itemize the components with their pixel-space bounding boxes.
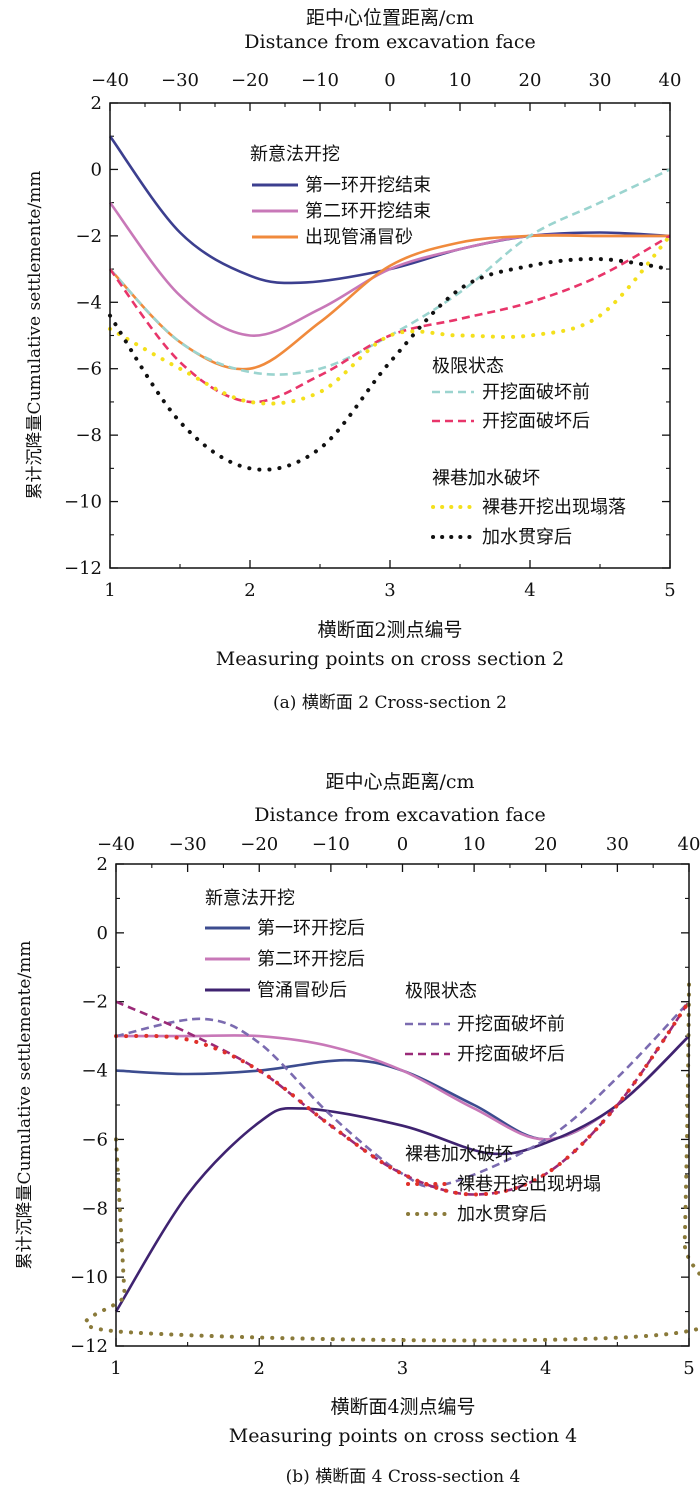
legend-label: 裸巷开挖出现坍塌 — [457, 1174, 601, 1195]
legend-group-title: 裸巷加水破坏 — [405, 1144, 513, 1165]
y-axis-label: 累计沉降量Cumulative settlemente/mm — [25, 171, 45, 500]
y-tick-label: −10 — [70, 1267, 108, 1288]
legend-label: 裸巷开挖出现塌落 — [482, 497, 626, 518]
top-axis-label-en: Distance from excavation face — [254, 804, 545, 826]
x-tick-label: 3 — [397, 1358, 408, 1379]
y-axis-label: 累计沉降量Cumulative settlemente/mm — [15, 941, 35, 1270]
top-axis-label-cn: 距中心位置距离/cm — [306, 7, 474, 29]
x-tick-label: 2 — [254, 1358, 265, 1379]
top-tick-label: 40 — [659, 70, 682, 91]
y-tick-label: −12 — [64, 558, 102, 579]
legend-label: 开挖面破坏前 — [457, 1014, 565, 1035]
legend-group-title: 极限状态 — [432, 356, 504, 377]
y-tick-labels: 2 0 −2 −4 −6 −8 −10 −12 — [64, 93, 102, 579]
top-tick-label: −40 — [91, 70, 129, 91]
caption: (a) 横断面 2 Cross-section 2 — [273, 693, 507, 713]
top-tick-label: 20 — [534, 834, 557, 855]
legend-label: 第一环开挖后 — [257, 918, 365, 939]
x-tick-label: 4 — [524, 580, 535, 601]
series-line-6 — [108, 233, 672, 406]
x-tick-label: 2 — [244, 580, 255, 601]
y-tick-label: −2 — [75, 226, 102, 247]
x-tick-label: 4 — [540, 1358, 551, 1379]
legend-label: 加水贯穿后 — [457, 1204, 547, 1225]
y-tick-label: 2 — [91, 93, 102, 114]
y-tick-label: 0 — [91, 159, 102, 180]
series-line-4 — [115, 1000, 690, 1188]
top-tick-label: 10 — [449, 70, 472, 91]
y-tick-label: −6 — [75, 359, 102, 380]
caption: (b) 横断面 4 Cross-section 4 — [286, 1467, 521, 1487]
top-tick-labels: −40 −30 −20 −10 0 10 20 30 40 — [91, 70, 681, 91]
y-tick-label: −6 — [81, 1129, 108, 1150]
top-axis-label-en: Distance from excavation face — [244, 31, 535, 53]
x-tick-labels: 1 2 3 4 5 — [110, 1358, 694, 1379]
y-tick-labels: 2 0 −2 −4 −6 −8 −10 −12 — [70, 854, 108, 1357]
x-tick-label: 3 — [384, 580, 395, 601]
top-tick-label: −10 — [301, 70, 339, 91]
y-tick-label: −8 — [75, 425, 102, 446]
y-tick-label: −12 — [70, 1336, 108, 1357]
x-tick-label: 1 — [104, 580, 115, 601]
legend: 新意法开挖 第一环开挖结束 第二环开挖结束 出现管涌冒砂 极限状态 开挖面破坏前… — [250, 144, 626, 548]
y-tick-label: 0 — [97, 923, 108, 944]
top-tick-label: 30 — [606, 834, 629, 855]
top-tick-label: 0 — [397, 834, 408, 855]
top-axis-label-cn: 距中心点距离/cm — [325, 771, 474, 793]
top-tick-label: −20 — [240, 834, 278, 855]
y-tick-label: −4 — [81, 1061, 108, 1082]
legend-label: 开挖面破坏后 — [457, 1044, 565, 1065]
legend-group-title: 新意法开挖 — [205, 888, 295, 909]
legend-group-title: 极限状态 — [405, 981, 477, 1002]
top-tick-label: 30 — [589, 70, 612, 91]
legend: 新意法开挖 第一环开挖后 第二环开挖后 管涌冒砂后 极限状态 开挖面破坏前 开挖… — [205, 888, 601, 1225]
legend-label: 出现管涌冒砂 — [305, 227, 413, 248]
series-line-6 — [114, 999, 691, 1197]
y-tick-label: −8 — [81, 1198, 108, 1219]
legend-label: 第二环开挖后 — [257, 949, 365, 970]
x-axis-label-en: Measuring points on cross section 2 — [216, 648, 565, 670]
legend-label: 管涌冒砂后 — [257, 980, 347, 1001]
y-tick-label: −2 — [81, 992, 108, 1013]
top-tick-label: 20 — [519, 70, 542, 91]
x-axis-label-en: Measuring points on cross section 4 — [229, 1425, 578, 1447]
x-axis-label-cn: 横断面2测点编号 — [317, 619, 462, 641]
top-tick-label: −40 — [97, 834, 135, 855]
top-tick-label: −20 — [231, 70, 269, 91]
top-tick-label: 0 — [384, 70, 395, 91]
y-tick-label: −4 — [75, 292, 102, 313]
plot-frame — [115, 863, 690, 1347]
x-tick-label: 5 — [664, 580, 675, 601]
series-line-3 — [114, 1035, 690, 1313]
legend-group-title: 裸巷加水破坏 — [432, 468, 540, 489]
x-axis-label-cn: 横断面4测点编号 — [330, 1396, 475, 1418]
y-tick-label: −10 — [64, 492, 102, 513]
top-tick-label: 40 — [678, 834, 700, 855]
chart-cross-section-4: 距中心点距离/cm Distance from excavation face … — [15, 771, 700, 1487]
legend-label: 加水贯穿后 — [482, 527, 572, 548]
legend-label: 第二环开挖结束 — [305, 201, 431, 222]
series-line-3 — [109, 234, 670, 371]
top-tick-label: −10 — [312, 834, 350, 855]
data-series — [83, 982, 700, 1343]
top-tick-label: −30 — [169, 834, 207, 855]
legend-group-title: 新意法开挖 — [250, 144, 340, 165]
x-tick-labels: 1 2 3 4 5 — [104, 580, 675, 601]
legend-label: 开挖面破坏前 — [482, 382, 590, 403]
legend-label: 开挖面破坏后 — [482, 411, 590, 432]
legend-label: 第一环开挖结束 — [305, 175, 431, 196]
data-series — [108, 135, 672, 472]
top-tick-label: 10 — [463, 834, 486, 855]
y-tick-label: 2 — [97, 854, 108, 875]
chart-cross-section-2: 距中心位置距离/cm Distance from excavation face… — [25, 7, 681, 713]
top-tick-label: −30 — [161, 70, 199, 91]
x-tick-label: 1 — [110, 1358, 121, 1379]
plot-frame — [109, 102, 671, 569]
x-tick-label: 5 — [683, 1358, 694, 1379]
series-line-7 — [108, 257, 672, 472]
top-tick-labels: −40 −30 −20 −10 0 10 20 30 40 — [97, 834, 700, 855]
